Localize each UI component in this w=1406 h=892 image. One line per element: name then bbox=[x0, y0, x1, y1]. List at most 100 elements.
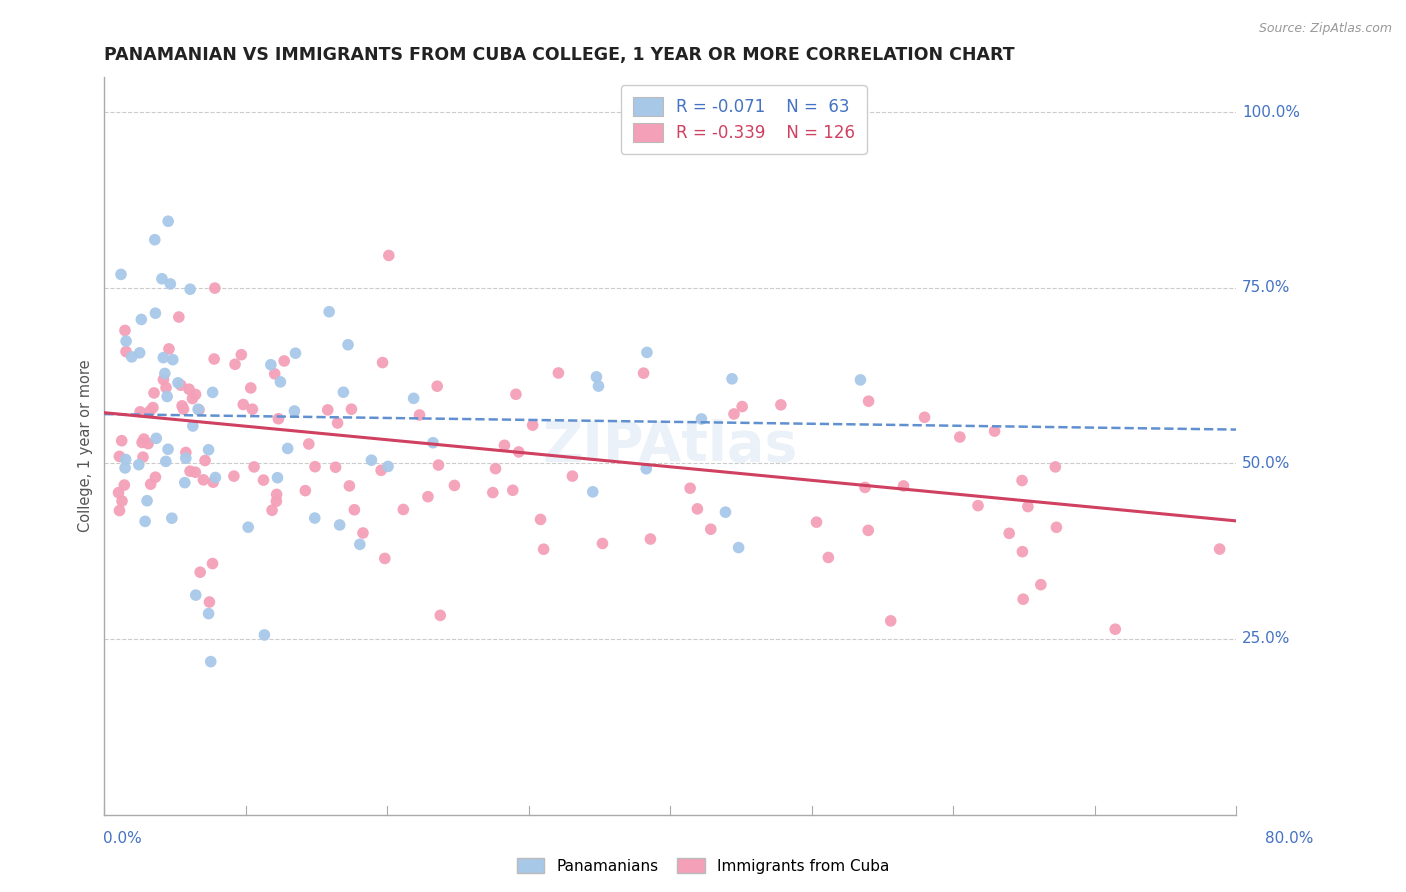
Point bbox=[152, 373, 174, 387]
Point bbox=[188, 402, 211, 417]
Point bbox=[416, 490, 439, 504]
Point bbox=[202, 475, 225, 490]
Point bbox=[193, 473, 215, 487]
Point bbox=[585, 369, 607, 384]
Text: Source: ZipAtlas.com: Source: ZipAtlas.com bbox=[1258, 22, 1392, 36]
Legend: R = -0.071    N =  63, R = -0.339    N = 126: R = -0.071 N = 63, R = -0.339 N = 126 bbox=[621, 86, 866, 153]
Point bbox=[155, 381, 177, 395]
Point bbox=[1012, 592, 1035, 607]
Point bbox=[143, 233, 166, 247]
Point bbox=[723, 407, 745, 421]
Point bbox=[640, 532, 662, 546]
Point bbox=[325, 460, 347, 475]
Point bbox=[157, 214, 180, 228]
Point bbox=[198, 595, 221, 609]
Point bbox=[714, 505, 737, 519]
Point bbox=[377, 459, 399, 474]
Point bbox=[339, 479, 361, 493]
Point bbox=[283, 404, 305, 418]
Point bbox=[343, 502, 366, 516]
Point bbox=[114, 452, 136, 467]
Point bbox=[159, 277, 181, 291]
Point bbox=[374, 551, 396, 566]
Point bbox=[266, 487, 288, 501]
Point bbox=[266, 494, 288, 508]
Point bbox=[769, 398, 792, 412]
Point bbox=[269, 375, 291, 389]
Point bbox=[318, 304, 340, 318]
Point bbox=[224, 357, 246, 371]
Point bbox=[128, 346, 150, 360]
Point bbox=[243, 459, 266, 474]
Point bbox=[231, 348, 253, 362]
Text: 50.0%: 50.0% bbox=[1241, 456, 1291, 471]
Point bbox=[1253, 625, 1275, 640]
Point bbox=[114, 461, 136, 475]
Point bbox=[427, 458, 450, 472]
Point bbox=[329, 518, 352, 533]
Text: 25.0%: 25.0% bbox=[1241, 632, 1291, 647]
Point bbox=[967, 499, 990, 513]
Point bbox=[177, 382, 200, 396]
Point bbox=[157, 342, 180, 356]
Point bbox=[298, 437, 321, 451]
Point bbox=[253, 628, 276, 642]
Point bbox=[273, 354, 295, 368]
Point bbox=[111, 434, 134, 448]
Point bbox=[402, 392, 425, 406]
Point bbox=[529, 512, 551, 526]
Point bbox=[200, 655, 222, 669]
Point bbox=[1388, 528, 1406, 542]
Point bbox=[443, 478, 465, 492]
Point bbox=[188, 565, 211, 579]
Point bbox=[679, 481, 702, 495]
Point bbox=[267, 411, 290, 425]
Point bbox=[508, 445, 530, 459]
Point bbox=[252, 473, 274, 487]
Point bbox=[197, 607, 219, 621]
Point bbox=[853, 480, 876, 494]
Text: PANAMANIAN VS IMMIGRANTS FROM CUBA COLLEGE, 1 YEAR OR MORE CORRELATION CHART: PANAMANIAN VS IMMIGRANTS FROM CUBA COLLE… bbox=[104, 46, 1015, 64]
Point bbox=[204, 281, 226, 295]
Point bbox=[156, 390, 179, 404]
Point bbox=[422, 435, 444, 450]
Point bbox=[721, 372, 744, 386]
Point bbox=[592, 536, 614, 550]
Point bbox=[700, 522, 723, 536]
Point bbox=[378, 248, 401, 262]
Point bbox=[145, 306, 167, 320]
Point bbox=[150, 271, 173, 285]
Point bbox=[174, 451, 197, 466]
Point bbox=[561, 469, 583, 483]
Point bbox=[201, 557, 224, 571]
Point bbox=[179, 464, 201, 478]
Point bbox=[184, 465, 207, 479]
Point bbox=[502, 483, 524, 498]
Point bbox=[110, 268, 132, 282]
Point bbox=[326, 416, 349, 430]
Point bbox=[294, 483, 316, 498]
Point bbox=[260, 503, 283, 517]
Point bbox=[686, 501, 709, 516]
Point bbox=[128, 458, 150, 472]
Text: 75.0%: 75.0% bbox=[1241, 280, 1291, 295]
Point bbox=[494, 438, 516, 452]
Point bbox=[145, 431, 167, 445]
Point bbox=[115, 344, 138, 359]
Point bbox=[170, 378, 193, 392]
Point bbox=[108, 503, 131, 517]
Point bbox=[1301, 649, 1323, 664]
Point bbox=[136, 436, 159, 450]
Point bbox=[370, 463, 392, 477]
Point bbox=[108, 450, 131, 464]
Text: 0.0%: 0.0% bbox=[103, 830, 142, 846]
Point bbox=[132, 432, 155, 446]
Point bbox=[187, 402, 209, 417]
Point bbox=[202, 351, 225, 366]
Point bbox=[179, 282, 201, 296]
Point bbox=[1305, 499, 1327, 513]
Point bbox=[266, 471, 288, 485]
Point bbox=[408, 408, 430, 422]
Point bbox=[134, 515, 156, 529]
Point bbox=[727, 541, 749, 555]
